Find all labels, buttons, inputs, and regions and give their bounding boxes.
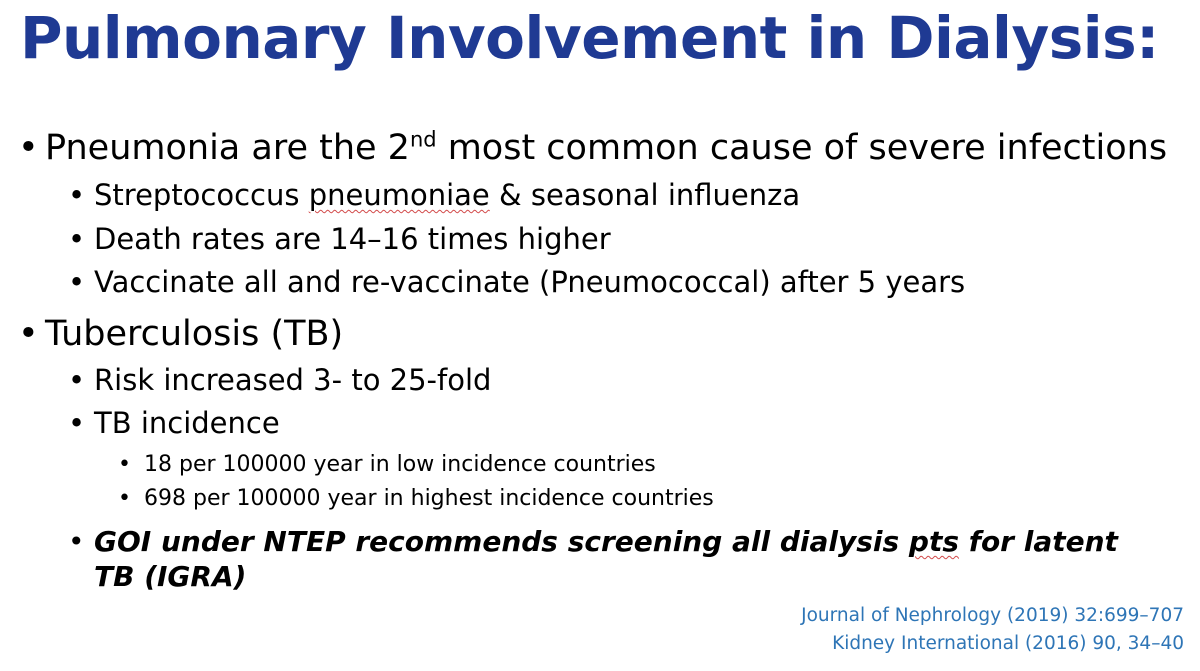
bullet-tuberculosis: • Tuberculosis (TB) [18,314,343,354]
bullet-vaccinate: • Vaccinate all and re-vaccinate (Pneumoc… [68,265,965,299]
incidence-low-text: 18 per 100000 year in low incidence coun… [144,452,656,477]
spellcheck-word-pneumoniae: pneumoniae [308,178,490,212]
strep-text-after: & seasonal influenza [489,178,801,212]
bullet-death-rates: • Death rates are 14–16 times higher [68,222,611,256]
bullet-incidence-high: • 698 per 100000 year in highest incidenc… [118,486,714,511]
bullet-tb-incidence: • TB incidence [68,406,280,440]
reference-journal-nephrology: Journal of Nephrology (2019) 32:699–707 [801,605,1184,626]
bullet-marker: • [68,265,86,299]
tuberculosis-heading: Tuberculosis (TB) [45,314,344,354]
bullet-marker: • [18,314,39,354]
bullet-goi-recommendation: • GOI under NTEP recommends screening all… [68,524,1118,594]
goi-text-after: for latent [959,525,1118,558]
strep-text-before: Streptococcus [94,178,309,212]
bullet-risk: • Risk increased 3- to 25-fold [68,363,491,397]
vaccinate-text: Vaccinate all and re-vaccinate (Pneumoco… [94,265,966,299]
risk-text: Risk increased 3- to 25-fold [94,363,492,397]
goi-text-line2: TB (IGRA) [94,560,247,593]
spellcheck-word-pts: pts [908,525,960,558]
bullet-pneumonia: • Pneumonia are the 2nd most common cause… [18,128,1167,168]
goi-text-before: GOI under NTEP recommends screening all … [94,525,909,558]
tb-incidence-text: TB incidence [94,406,280,440]
bullet-marker: • [68,525,85,558]
bullet-marker: • [118,486,131,511]
death-rates-text: Death rates are 14–16 times higher [94,222,611,256]
pneumonia-text-after: most common cause of severe infections [436,128,1168,168]
bullet-marker: • [18,128,39,168]
superscript-nd: nd [409,127,437,152]
pneumonia-text-before: Pneumonia are the 2 [45,128,410,168]
bullet-streptococcus: • Streptococcus pneumoniae & seasonal inf… [68,178,800,212]
bullet-incidence-low: • 18 per 100000 year in low incidence cou… [118,452,656,477]
bullet-marker: • [118,452,131,477]
incidence-high-text: 698 per 100000 year in highest incidence… [144,486,714,511]
bullet-marker: • [68,363,86,397]
slide-title: Pulmonary Involvement in Dialysis: [20,4,1159,72]
bullet-marker: • [68,178,86,212]
bullet-marker: • [68,406,86,440]
reference-kidney-international: Kidney International (2016) 90, 34–40 [832,633,1184,654]
bullet-marker: • [68,222,86,256]
